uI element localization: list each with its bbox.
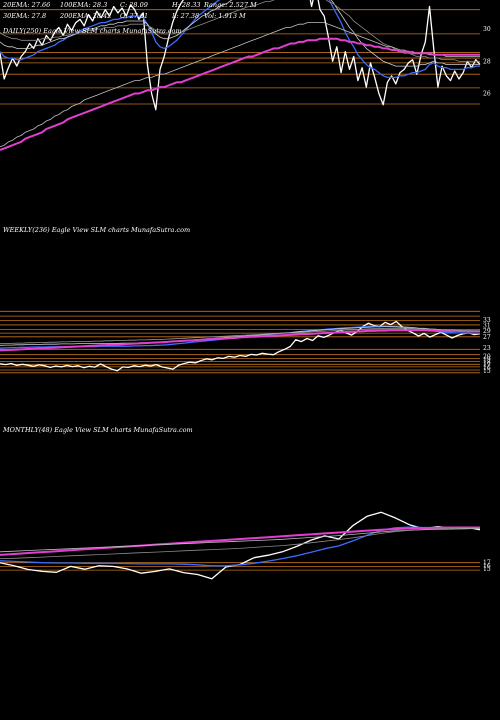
series-line-0 — [0, 511, 481, 580]
y-tick-label: 19 — [483, 357, 491, 364]
y-tick-label: 15 — [483, 368, 491, 375]
panel-title: WEEKLY(236) Eagle View SLM charts Munafa… — [3, 226, 190, 234]
y-tick-label: 27 — [483, 334, 491, 341]
series-line-4 — [0, 527, 481, 559]
y-tick-label: 16 — [483, 365, 491, 372]
stat-label: 20EMA: 27.66 — [2, 1, 50, 9]
stat-label: H: 28.33 — [171, 1, 201, 9]
y-tick-label: 17 — [483, 362, 491, 369]
y-tick-label: 29 — [483, 328, 491, 335]
series-line-0 — [0, 0, 481, 111]
stat-label: L: 27.38 — [171, 12, 199, 20]
series-line-2 — [0, 326, 481, 346]
y-tick-label: 31 — [483, 323, 491, 330]
series-line-0 — [0, 320, 481, 372]
stat-label: 100EMA: 28.3 — [60, 1, 107, 9]
panel-title: DAILY(250) Eagle View SLM charts MunafaS… — [2, 27, 182, 35]
stat-label: 200EMA: 28.42 — [59, 12, 111, 20]
series-line-4 — [0, 327, 480, 344]
y-tick-label: 28 — [483, 58, 491, 65]
y-tick-label: 16 — [483, 563, 491, 570]
series-line-3 — [0, 329, 480, 352]
series-line-1 — [0, 526, 481, 567]
y-tick-label: 20 — [483, 354, 491, 361]
daily-panel: 30 28 26 DAILY(250) Eagle View SLM charts M… — [0, 0, 491, 151]
y-tick-label: 17 — [483, 560, 491, 567]
series-line-2 — [0, 526, 480, 556]
y-tick-label: 18 — [483, 359, 491, 366]
stat-label: 30EMA: 27.8 — [3, 12, 46, 20]
y-tick-label: 15 — [483, 566, 491, 573]
series-line-4 — [0, 22, 480, 148]
stat-label: O: 27.61 — [120, 12, 148, 20]
stat-label: Vol: 1.913 M — [204, 12, 246, 20]
series-line-3 — [0, 528, 481, 553]
y-tick-label: 33 — [483, 317, 491, 324]
series-line-5 — [0, 37, 480, 151]
y-tick-label: 23 — [483, 345, 491, 352]
y-tick-label: 30 — [483, 26, 491, 33]
stat-label: C: 28.09 — [120, 1, 148, 9]
panel-title: MONTHLY(48) Eagle View SLM charts Munafa… — [2, 426, 193, 434]
stat-label: Range: 2.527 M — [203, 1, 257, 9]
y-tick-label: 26 — [483, 91, 491, 98]
series-line-1 — [0, 0, 480, 79]
